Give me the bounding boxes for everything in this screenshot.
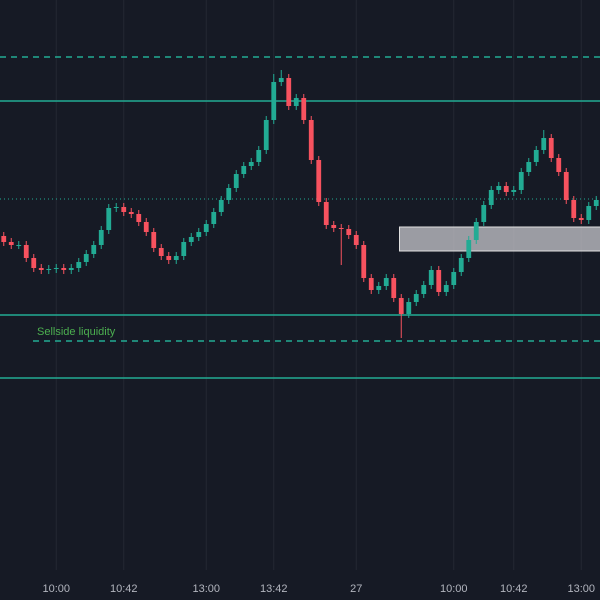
x-tick-label: 13:00	[192, 583, 220, 595]
candle-body	[196, 232, 202, 237]
candle-body	[113, 207, 119, 208]
candle-body	[76, 262, 82, 268]
candle-body	[391, 278, 397, 298]
candle-body	[301, 98, 307, 120]
candle-body	[526, 162, 532, 172]
candle-body	[256, 150, 262, 162]
candle-body	[278, 78, 284, 82]
candle-body	[293, 98, 299, 106]
candle-body	[571, 200, 577, 218]
level-label: Sellside liquidity	[37, 326, 116, 338]
candle-body	[361, 245, 367, 278]
candle-body	[31, 258, 37, 268]
candle-body	[511, 190, 517, 192]
candle-body	[346, 229, 352, 235]
candle-body	[503, 186, 509, 192]
x-tick-label: 10:00	[440, 583, 468, 595]
candle-body	[158, 248, 164, 256]
candle-body	[91, 245, 97, 254]
candle-body	[166, 256, 172, 260]
candle-body	[421, 285, 427, 294]
candle-body	[316, 160, 322, 202]
candle-body	[241, 166, 247, 174]
candle-body	[226, 188, 232, 200]
candle-body	[488, 190, 494, 205]
candle-body	[548, 138, 554, 158]
candle-body	[38, 268, 44, 270]
candle-body	[376, 286, 382, 290]
candle-body	[518, 172, 524, 190]
x-tick-label: 10:42	[110, 583, 138, 595]
candle-body	[98, 230, 104, 245]
candle-body	[466, 240, 472, 258]
candle-body	[353, 235, 359, 245]
candle-body	[473, 222, 479, 240]
candle-body	[331, 225, 337, 228]
candle-body	[211, 212, 217, 224]
candle-body	[563, 172, 569, 200]
x-tick-label: 13:42	[260, 583, 288, 595]
candle-body	[23, 245, 29, 258]
candle-body	[323, 202, 329, 225]
candle-body	[271, 82, 277, 120]
candle-body	[128, 212, 134, 214]
candle-body	[233, 174, 239, 188]
candle-body	[136, 214, 142, 222]
x-tick-label: 10:00	[42, 583, 70, 595]
candle-body	[451, 272, 457, 285]
candle-body	[406, 302, 412, 314]
candle-body	[383, 278, 389, 286]
candle-body	[496, 186, 502, 190]
candle-body	[46, 269, 52, 270]
zone	[399, 226, 600, 252]
x-tick-label: 13:00	[567, 583, 595, 595]
candle-body	[106, 208, 112, 230]
candle-body	[143, 222, 149, 232]
candle-body	[481, 205, 487, 222]
candle-body	[188, 237, 194, 242]
candle-body	[436, 270, 442, 292]
candle-body	[413, 294, 419, 302]
candle-body	[556, 158, 562, 172]
candle-body	[121, 207, 127, 212]
candle-body	[218, 200, 224, 212]
candle-body	[368, 278, 374, 290]
candle-body	[428, 270, 434, 285]
candle-body	[151, 232, 157, 248]
candle-body	[541, 138, 547, 150]
candle-body	[443, 285, 449, 292]
candle-body	[248, 162, 254, 166]
candle-body	[68, 268, 74, 270]
candle-body	[83, 254, 89, 262]
candle-body	[8, 242, 14, 245]
candle-body	[61, 268, 67, 270]
candle-body	[533, 150, 539, 162]
candle-body	[593, 200, 599, 206]
candle-body	[586, 206, 592, 220]
x-tick-label: 27	[350, 583, 362, 595]
candle-body	[578, 218, 584, 220]
candle-body	[263, 120, 269, 150]
candle-body	[16, 245, 22, 246]
candle-body	[181, 242, 187, 256]
candle-body	[1, 236, 7, 242]
candle-body	[308, 120, 314, 160]
candle-body	[398, 298, 404, 314]
x-tick-label: 10:42	[500, 583, 528, 595]
candle-body	[458, 258, 464, 272]
candle-body	[203, 224, 209, 232]
candle-body	[338, 228, 344, 229]
candle-body	[286, 78, 292, 106]
candle-body	[53, 268, 59, 269]
candle-body	[173, 256, 179, 260]
